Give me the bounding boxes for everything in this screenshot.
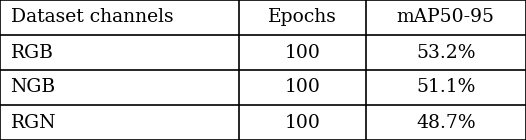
Text: RGN: RGN [11,114,56,131]
Text: 100: 100 [285,44,320,61]
Text: NGB: NGB [11,79,56,96]
Text: Dataset channels: Dataset channels [11,9,173,26]
Text: 53.2%: 53.2% [416,44,476,61]
Text: mAP50-95: mAP50-95 [397,9,495,26]
Text: 48.7%: 48.7% [416,114,476,131]
Text: RGB: RGB [11,44,54,61]
Text: 51.1%: 51.1% [416,79,476,96]
Text: Epochs: Epochs [268,9,337,26]
Text: 100: 100 [285,114,320,131]
Text: 100: 100 [285,79,320,96]
